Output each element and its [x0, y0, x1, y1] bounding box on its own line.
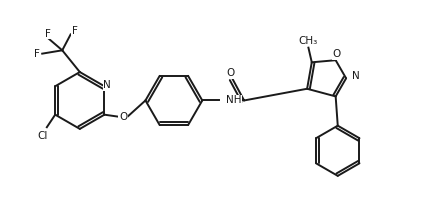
Text: O: O	[226, 68, 234, 78]
Text: F: F	[34, 49, 40, 59]
Text: Cl: Cl	[38, 131, 48, 141]
Text: O: O	[119, 112, 127, 122]
Text: F: F	[72, 26, 78, 36]
Text: O: O	[332, 49, 341, 59]
Text: F: F	[45, 29, 51, 39]
Text: N: N	[104, 80, 111, 90]
Text: NH: NH	[226, 95, 242, 105]
Text: N: N	[352, 71, 360, 81]
Text: CH₃: CH₃	[299, 36, 318, 46]
